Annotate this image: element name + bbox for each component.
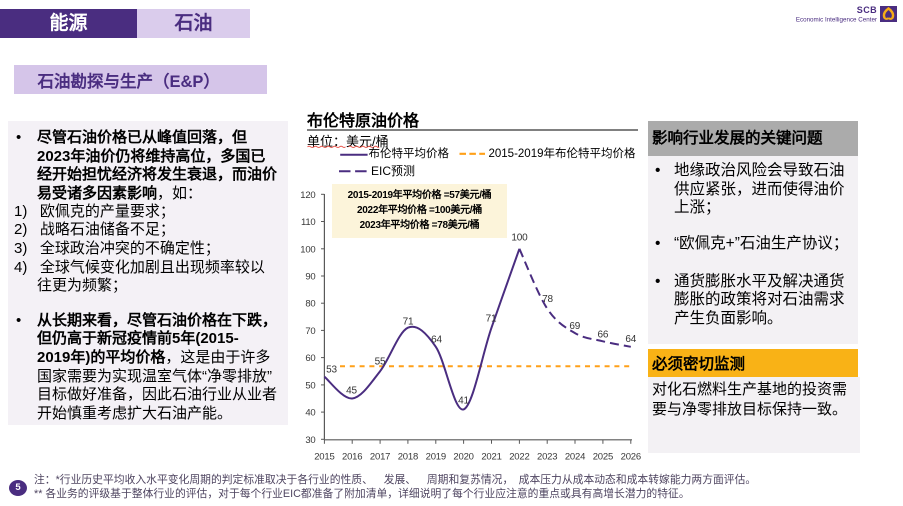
svg-text:80: 80 xyxy=(305,299,315,310)
svg-text:71: 71 xyxy=(403,317,414,328)
svg-text:55: 55 xyxy=(375,357,386,368)
svg-text:100: 100 xyxy=(300,244,315,255)
svg-text:40: 40 xyxy=(305,408,315,419)
svg-text:2015: 2015 xyxy=(314,452,334,463)
svg-text:2025: 2025 xyxy=(593,452,613,463)
svg-text:71: 71 xyxy=(486,314,497,325)
svg-text:2016: 2016 xyxy=(342,452,362,463)
svg-text:2022: 2022 xyxy=(509,452,529,463)
svg-text:78: 78 xyxy=(542,294,553,305)
svg-text:53: 53 xyxy=(326,365,337,376)
svg-text:64: 64 xyxy=(625,334,636,345)
svg-text:2018: 2018 xyxy=(398,452,418,463)
svg-text:2023: 2023 xyxy=(537,452,557,463)
svg-text:90: 90 xyxy=(305,272,315,283)
svg-text:66: 66 xyxy=(598,330,609,341)
svg-text:30: 30 xyxy=(305,435,315,446)
svg-text:60: 60 xyxy=(305,353,315,364)
svg-text:120: 120 xyxy=(300,190,315,201)
svg-text:2017: 2017 xyxy=(370,452,390,463)
svg-text:50: 50 xyxy=(305,380,315,391)
svg-text:2026: 2026 xyxy=(621,452,641,463)
svg-text:2020: 2020 xyxy=(453,452,473,463)
svg-text:2019: 2019 xyxy=(426,452,446,463)
svg-text:2024: 2024 xyxy=(565,452,585,463)
svg-text:69: 69 xyxy=(569,321,580,332)
svg-text:45: 45 xyxy=(346,386,357,397)
svg-text:110: 110 xyxy=(301,217,316,228)
svg-text:2021: 2021 xyxy=(481,452,501,463)
svg-text:70: 70 xyxy=(305,326,315,337)
svg-text:41: 41 xyxy=(458,396,469,407)
svg-text:64: 64 xyxy=(431,335,442,346)
svg-text:100: 100 xyxy=(511,233,528,244)
